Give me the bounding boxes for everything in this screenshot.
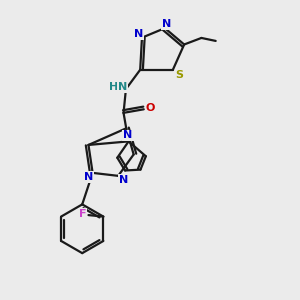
Text: O: O [146, 103, 155, 113]
Text: N: N [84, 172, 93, 182]
Text: F: F [79, 209, 86, 219]
Text: N: N [134, 29, 143, 39]
Text: N: N [118, 82, 127, 92]
Text: S: S [176, 70, 183, 80]
Text: N: N [119, 175, 128, 185]
Text: H: H [110, 82, 119, 92]
Text: N: N [123, 130, 133, 140]
Text: N: N [162, 19, 171, 29]
